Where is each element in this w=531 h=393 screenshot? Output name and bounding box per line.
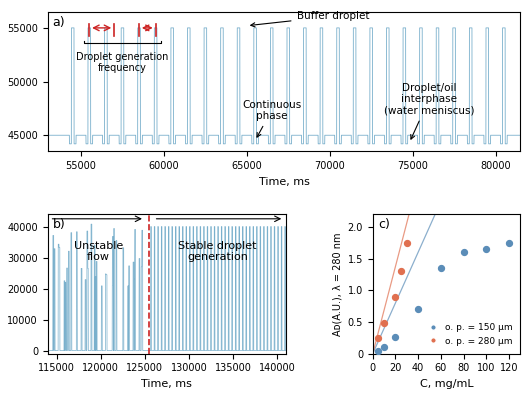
Point [397,268,405,274]
Text: Droplet generation
frequency: Droplet generation frequency [76,51,169,73]
X-axis label: C, mg/mL: C, mg/mL [419,379,473,389]
Point [505,240,513,246]
Point [402,240,411,246]
Point [380,344,388,351]
Text: Unstable
flow: Unstable flow [74,241,123,262]
Text: Continuous
phase: Continuous phase [242,99,301,137]
X-axis label: Time, ms: Time, ms [141,379,192,389]
X-axis label: Time, ms: Time, ms [259,176,310,187]
Point [391,333,400,340]
Text: a): a) [53,16,65,29]
Point [374,335,383,341]
Text: Stable droplet
generation: Stable droplet generation [178,241,257,262]
Point [482,246,491,252]
Point [391,294,400,300]
Point [374,347,383,354]
Point [414,306,423,312]
Text: Droplet/oil
interphase
(water meniscus): Droplet/oil interphase (water meniscus) [384,83,474,139]
Y-axis label: Aᴅ(A.U.), λ = 280 nm: Aᴅ(A.U.), λ = 280 nm [332,232,342,336]
Point [436,265,445,271]
Y-axis label: I, Counts: I, Counts [0,57,2,106]
Point [459,249,468,255]
Point [380,320,388,327]
Legend: o. p. = 150 μm, o. p. = 280 μm: o. p. = 150 μm, o. p. = 280 μm [420,320,516,349]
Y-axis label: I, Counts: I, Counts [0,259,2,309]
Text: Buffer droplet: Buffer droplet [251,11,369,27]
Text: b): b) [53,219,65,231]
Text: c): c) [379,219,390,231]
